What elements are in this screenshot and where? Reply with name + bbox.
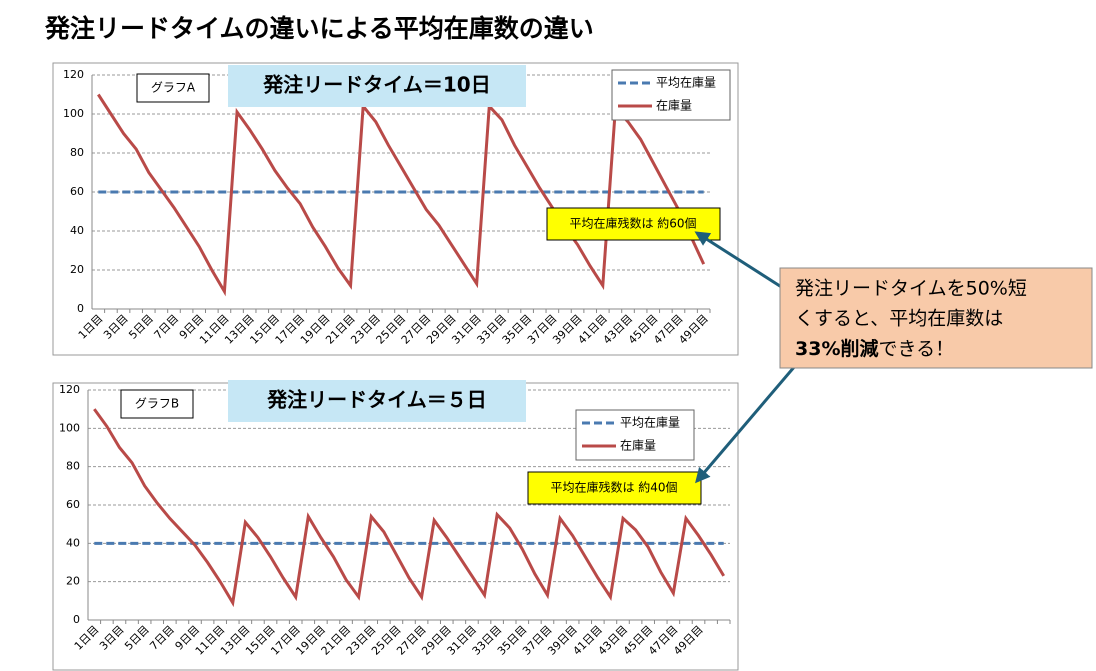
series-line — [97, 93, 706, 297]
callout-text: 発注リードタイムを50%短 — [795, 278, 1027, 300]
y-tick-label: 20 — [66, 575, 80, 588]
y-tick-label: 60 — [70, 185, 84, 198]
y-tick-label: 120 — [59, 383, 80, 396]
charts: 0204060801001201日目3日目5日目7日目9日目11日目13日目15… — [52, 62, 739, 671]
annotation: 平均在庫残数は 約60個 — [569, 216, 696, 231]
legend-label: 在庫量 — [656, 99, 692, 113]
chart-label-box — [136, 73, 210, 103]
y-tick-label: 40 — [66, 536, 80, 549]
legend — [611, 69, 731, 121]
callout-text: くすると、平均在庫数は — [795, 308, 1003, 330]
arrow — [695, 365, 797, 484]
arrow — [694, 231, 784, 290]
y-tick-label: 60 — [66, 498, 80, 511]
chart-title: 発注リードタイム＝10日 — [262, 73, 490, 97]
chart-label-box — [120, 389, 194, 419]
chart-title-box — [228, 380, 526, 422]
chart-label: グラフA — [151, 81, 196, 95]
y-tick-label: 80 — [66, 460, 80, 473]
annotation-box — [546, 207, 721, 241]
callout-text: 33%削減できる！ — [795, 337, 954, 360]
chart-label: グラフB — [135, 397, 179, 411]
callout-bold: 33%削減 — [795, 337, 878, 360]
y-tick-label: 120 — [63, 68, 84, 81]
chart-title-box — [228, 65, 526, 107]
callout-box — [779, 267, 1093, 369]
legend-label: 在庫量 — [620, 439, 656, 453]
y-tick-label: 20 — [70, 263, 84, 276]
y-tick-label: 0 — [77, 302, 84, 315]
chart-title: 発注リードタイム＝５日 — [266, 388, 487, 412]
y-tick-label: 40 — [70, 224, 84, 237]
annotation-box — [527, 471, 702, 505]
series-line — [93, 408, 725, 608]
callout-rest: できる！ — [878, 338, 954, 360]
legend-label: 平均在庫量 — [620, 416, 680, 430]
y-tick-label: 100 — [59, 421, 80, 434]
y-tick-label: 0 — [73, 613, 80, 626]
legend-label: 平均在庫量 — [656, 76, 716, 90]
annotation: 平均在庫残数は 約40個 — [550, 480, 677, 495]
y-tick-label: 80 — [70, 146, 84, 159]
page-title: 発注リードタイムの違いによる平均在庫数の違い — [44, 14, 594, 43]
y-tick-label: 100 — [63, 107, 84, 120]
legend — [575, 409, 695, 461]
